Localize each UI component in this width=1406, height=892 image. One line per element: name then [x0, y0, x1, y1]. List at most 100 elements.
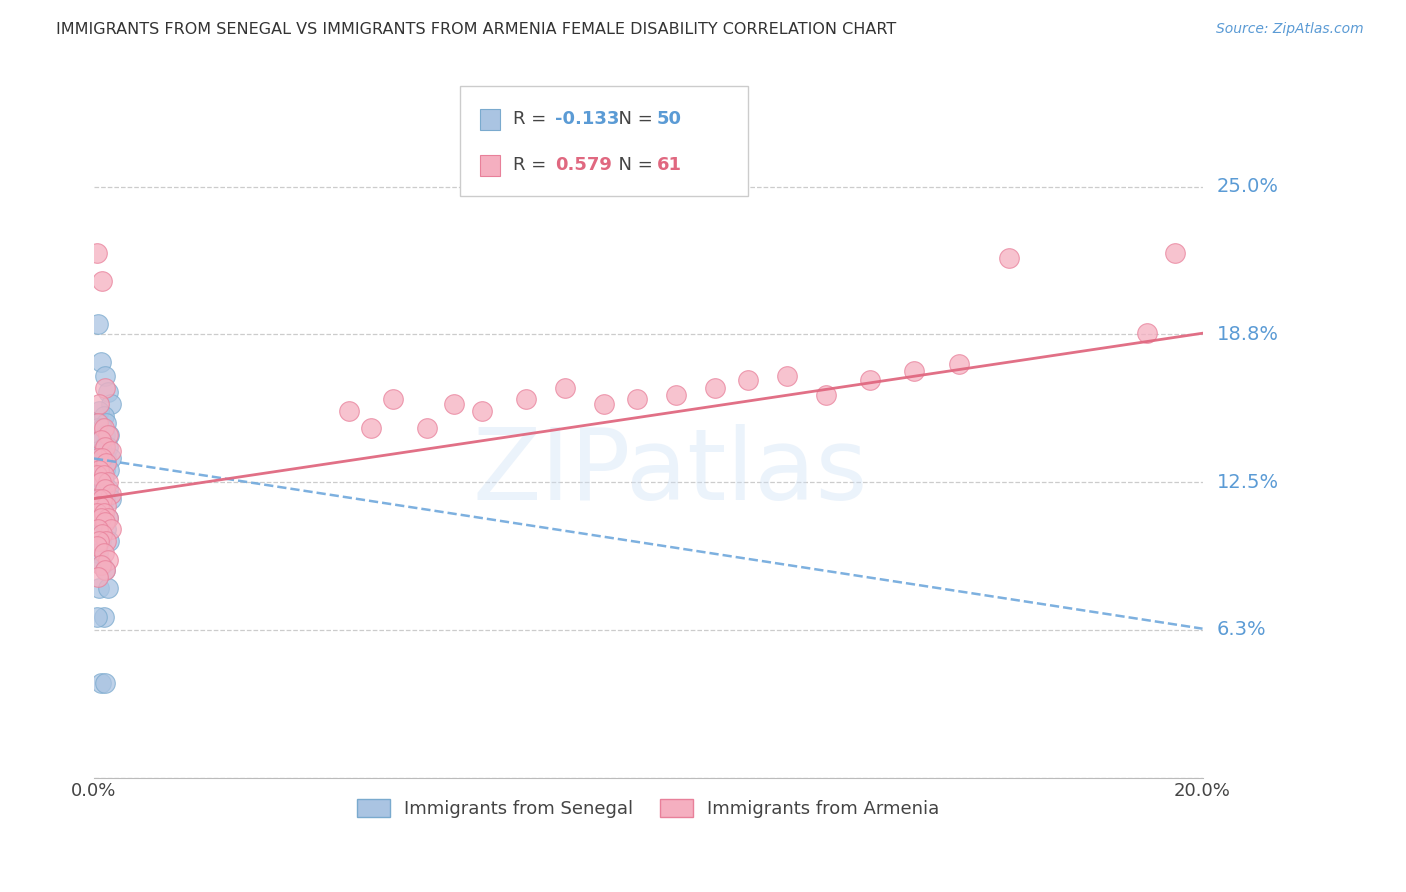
- Point: [89, 534, 111, 549]
- Point: [91, 444, 114, 458]
- Point: [91, 274, 114, 288]
- Point: [91, 451, 114, 466]
- Point: [94, 368, 117, 383]
- FancyBboxPatch shape: [479, 109, 499, 130]
- Point: [90, 534, 112, 549]
- Point: [93, 610, 115, 624]
- Point: [90, 456, 112, 470]
- Point: [443, 397, 465, 411]
- Point: [94, 676, 117, 690]
- Point: [100, 444, 122, 458]
- Point: [93, 506, 115, 520]
- Text: 12.5%: 12.5%: [1216, 473, 1278, 491]
- Point: [97, 553, 120, 567]
- Point: [415, 421, 437, 435]
- Point: [89, 397, 111, 411]
- Point: [100, 451, 122, 466]
- Text: 50: 50: [657, 111, 682, 128]
- Point: [91, 468, 114, 483]
- Point: [91, 503, 114, 517]
- Text: ZIPatlas: ZIPatlas: [472, 425, 868, 521]
- Point: [94, 428, 117, 442]
- Point: [93, 546, 115, 560]
- Point: [90, 433, 112, 447]
- Point: [98, 428, 121, 442]
- Point: [94, 381, 117, 395]
- Point: [100, 491, 122, 506]
- Point: [87, 468, 110, 483]
- Point: [948, 357, 970, 371]
- Point: [94, 563, 117, 577]
- Point: [87, 416, 110, 430]
- Point: [98, 534, 121, 549]
- Point: [90, 433, 112, 447]
- Text: R =: R =: [513, 156, 553, 174]
- Point: [93, 468, 115, 483]
- Point: [554, 381, 576, 395]
- Point: [94, 499, 117, 513]
- Point: [1164, 245, 1187, 260]
- Point: [382, 392, 405, 407]
- Point: [89, 404, 111, 418]
- Point: [97, 385, 120, 400]
- Point: [97, 510, 120, 524]
- Point: [737, 374, 759, 388]
- Point: [87, 499, 110, 513]
- Point: [93, 440, 115, 454]
- Point: [90, 475, 112, 490]
- Point: [90, 354, 112, 368]
- Point: [87, 522, 110, 536]
- Point: [86, 506, 108, 520]
- Point: [515, 392, 537, 407]
- Point: [91, 558, 114, 572]
- Point: [93, 421, 115, 435]
- Text: 25.0%: 25.0%: [1216, 178, 1278, 196]
- Point: [94, 522, 117, 536]
- Point: [86, 456, 108, 470]
- Point: [94, 563, 117, 577]
- Legend: Immigrants from Senegal, Immigrants from Armenia: Immigrants from Senegal, Immigrants from…: [350, 792, 946, 825]
- Point: [100, 397, 122, 411]
- Text: 6.3%: 6.3%: [1216, 620, 1265, 640]
- Text: Source: ZipAtlas.com: Source: ZipAtlas.com: [1216, 22, 1364, 37]
- Point: [94, 416, 117, 430]
- Point: [87, 444, 110, 458]
- Point: [814, 387, 837, 401]
- Point: [97, 482, 120, 496]
- Point: [86, 433, 108, 447]
- Point: [776, 368, 799, 383]
- Point: [100, 487, 122, 501]
- Point: [87, 569, 110, 583]
- Point: [665, 387, 688, 401]
- Point: [1136, 326, 1159, 341]
- Point: [87, 546, 110, 560]
- Point: [89, 487, 111, 501]
- Point: [93, 475, 115, 490]
- FancyBboxPatch shape: [479, 154, 499, 176]
- Point: [94, 456, 117, 470]
- Text: 0.579: 0.579: [555, 156, 612, 174]
- Point: [86, 245, 108, 260]
- Point: [87, 421, 110, 435]
- Text: N =: N =: [607, 156, 658, 174]
- Point: [93, 409, 115, 423]
- Text: 18.8%: 18.8%: [1216, 325, 1278, 344]
- Point: [93, 516, 115, 530]
- Point: [90, 676, 112, 690]
- Point: [91, 421, 114, 435]
- Point: [91, 527, 114, 541]
- Point: [98, 463, 121, 477]
- Point: [86, 522, 108, 536]
- Point: [86, 475, 108, 490]
- Text: -0.133: -0.133: [555, 111, 620, 128]
- Point: [94, 482, 117, 496]
- Point: [97, 582, 120, 596]
- Point: [360, 421, 382, 435]
- Point: [703, 381, 725, 395]
- Point: [87, 451, 110, 466]
- Point: [86, 539, 108, 553]
- Point: [97, 440, 120, 454]
- Point: [626, 392, 648, 407]
- Point: [94, 516, 117, 530]
- Text: N =: N =: [607, 111, 658, 128]
